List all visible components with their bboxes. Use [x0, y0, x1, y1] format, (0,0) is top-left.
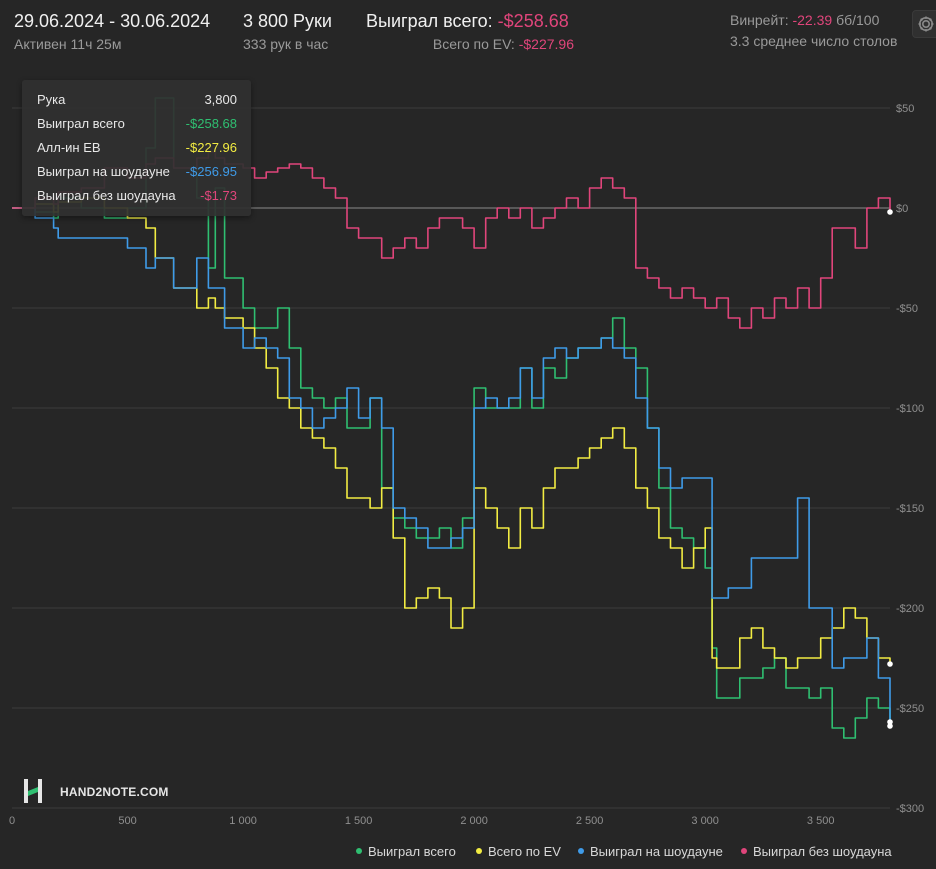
series-endpoints: [887, 209, 893, 729]
x-tick-label: 0: [9, 815, 15, 827]
tooltip-row-nonshowdown: Выиграл без шоудауна -$1.73: [22, 188, 251, 208]
tooltip-showdown-label: Выиграл на шоудауне: [37, 164, 170, 179]
settings-button[interactable]: [912, 10, 936, 38]
series-endpoint: [887, 209, 893, 215]
tooltip-ev-value: -$227.96: [185, 140, 237, 155]
winrate-value: -22.39: [792, 12, 833, 28]
legend-showdown[interactable]: Выиграл на шоудауне: [578, 844, 723, 859]
tooltip-row-hand: Рука 3,800: [22, 92, 251, 112]
avg-tables: 3.3 среднее число столов: [730, 33, 898, 49]
tooltip-showdown-value: -$256.95: [185, 164, 237, 179]
y-tick-label: -$150: [896, 503, 924, 515]
tooltip-nonshowdown-value: -$1.73: [200, 188, 237, 203]
series-line: [12, 197, 891, 669]
winrate-unit: бб/100: [836, 12, 880, 28]
x-axis: 0 500 1 000 1 500 2 000 2 500 3 000 3 500: [9, 815, 835, 827]
y-tick-label: -$300: [896, 803, 924, 815]
logo-text: HAND2NOTE.COM: [60, 785, 169, 799]
y-tick-label: -$250: [896, 703, 924, 715]
y-tick-label: -$200: [896, 603, 924, 615]
legend-label: Выиграл без шоудауна: [753, 844, 892, 859]
legend-ev-total[interactable]: Всего по EV: [476, 844, 561, 859]
y-axis: $50 $0 -$50 -$100 -$150 -$200 -$250 -$300: [896, 103, 924, 815]
tooltip-won-value: -$258.68: [185, 116, 237, 131]
x-tick-label: 500: [118, 815, 136, 827]
series-line: [12, 207, 891, 722]
legend-dot: [356, 848, 362, 854]
legend-dot: [476, 848, 482, 854]
series-endpoint: [887, 661, 893, 667]
chart-legend: Выиграл всего Всего по EV Выиграл на шоу…: [0, 844, 936, 864]
hand2note-logo-icon: [24, 779, 42, 803]
tooltip-nonshowdown-label: Выиграл без шоудауна: [37, 188, 176, 203]
legend-won-total[interactable]: Выиграл всего: [356, 844, 456, 859]
legend-label: Выиграл на шоудауне: [590, 844, 723, 859]
x-tick-label: 1 000: [229, 815, 257, 827]
ev-total-label: Всего по EV:: [432, 36, 515, 52]
date-range[interactable]: 29.06.2024 - 30.06.2024: [14, 11, 211, 31]
series-endpoint: [887, 719, 893, 725]
won-total-value: -$258.68: [497, 11, 569, 31]
tooltip-hand-value: 3,800: [204, 92, 237, 107]
legend-label: Выиграл всего: [368, 844, 456, 859]
hands-count: 3 800 Руки: [243, 11, 332, 31]
stats-header: 29.06.2024 - 30.06.2024 Активен 11ч 25м …: [0, 0, 936, 60]
ev-total: Всего по EV: -$227.96: [433, 36, 574, 52]
tooltip-won-label: Выиграл всего: [37, 116, 125, 131]
active-time: Активен 11ч 25м: [14, 36, 122, 52]
y-tick-label: -$50: [896, 303, 918, 315]
winrate-label: Винрейт:: [730, 12, 789, 28]
hands-per-hour: 333 рук в час: [243, 36, 329, 52]
tooltip-hand-label: Рука: [37, 92, 66, 107]
series-endpoint: [887, 723, 893, 729]
legend-dot: [741, 848, 747, 854]
legend-nonshowdown[interactable]: Выиграл без шоудауна: [741, 844, 892, 859]
won-total-label: Выиграл всего:: [366, 11, 493, 31]
x-tick-label: 1 500: [345, 815, 373, 827]
tooltip-ev-label: Алл-ин ЕВ: [37, 140, 101, 155]
legend-label: Всего по EV: [488, 844, 561, 859]
ev-total-value: -$227.96: [518, 36, 574, 52]
y-tick-label: -$100: [896, 403, 924, 415]
x-tick-label: 2 000: [460, 815, 488, 827]
y-tick-label: $0: [896, 203, 908, 215]
hover-tooltip: Рука 3,800 Выиграл всего -$258.68 Алл-ин…: [22, 80, 251, 216]
x-tick-label: 3 000: [691, 815, 719, 827]
x-tick-label: 2 500: [576, 815, 604, 827]
won-total: Выиграл всего: -$258.68: [366, 11, 569, 32]
y-tick-label: $50: [896, 103, 914, 115]
tooltip-row-showdown: Выиграл на шоудауне -$256.95: [22, 164, 251, 184]
tooltip-row-ev: Алл-ин ЕВ -$227.96: [22, 140, 251, 160]
x-tick-label: 3 500: [807, 815, 835, 827]
legend-dot: [578, 848, 584, 854]
gear-icon: [918, 16, 934, 32]
tooltip-row-won: Выиграл всего -$258.68: [22, 116, 251, 136]
winrate: Винрейт: -22.39 бб/100: [730, 12, 879, 28]
